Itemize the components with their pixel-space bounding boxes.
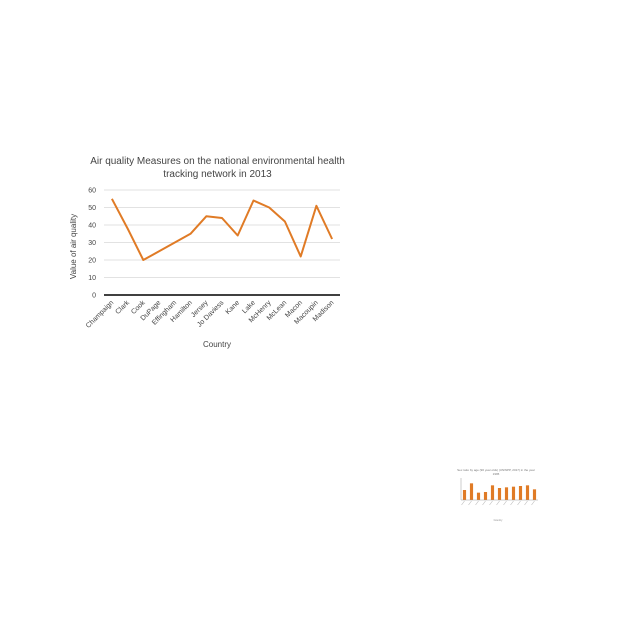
y-tick-label: 10 [88,275,96,282]
y-tick-label: 30 [88,240,96,247]
bar [462,490,467,500]
bars [462,483,537,500]
gridlines [104,189,340,278]
bar [504,487,509,500]
series-line [111,198,334,261]
x-axis-label: Country [203,340,231,349]
x-tick-mark [496,500,500,506]
x-tick-mark [531,500,535,506]
thumbnail-chart-title: Sex ratio by age (90 year olds) (UNWPP, … [457,468,535,476]
x-tick-label: Kane [225,299,242,316]
y-tick-label: 20 [88,258,96,265]
x-tick-mark [475,500,479,506]
line-chart: 0 10 20 30 40 50 60 Champaign Clark CookDuPageEf… [69,188,340,349]
x-tick-mark [482,500,486,506]
x-tick-mark [524,500,528,506]
x-tick-label: Clark [115,299,132,316]
x-tick-mark [461,500,465,506]
thumbnail-bar-chart: Country [460,478,538,522]
bar [532,489,537,500]
chart-title: Air quality Measures on the national env… [90,156,345,180]
y-tick-label: 50 [88,205,96,212]
bar [476,492,481,500]
bar [518,486,523,500]
x-tick-mark [517,500,521,506]
x-tick-label: Champaign [85,299,115,329]
y-tick-label: 0 [92,293,96,300]
bar [497,488,502,500]
y-axis-label: Value of air quality [69,214,78,279]
x-tick-mark [510,500,514,506]
y-tick-label: 40 [88,223,96,230]
y-tick-labels: 0 10 20 30 40 50 60 [88,188,96,300]
bar [490,485,495,500]
x-tick-mark [503,500,507,506]
thumbnail-x-ticks [461,500,535,506]
x-tick-mark [468,500,472,506]
bar [483,492,488,500]
bar [525,485,530,500]
thumbnail-x-axis-label: Country [494,519,504,522]
bar [469,483,474,500]
x-tick-labels: Champaign Clark CookDuPageEffinghamHamilto… [85,299,336,330]
x-tick-mark [489,500,493,506]
y-tick-label: 60 [88,188,96,195]
bar [511,486,516,500]
